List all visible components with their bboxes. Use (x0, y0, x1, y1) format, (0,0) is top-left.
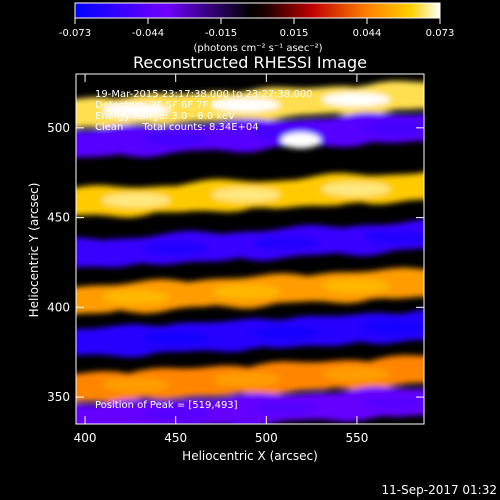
colorbar-tick-label: 0.044 (353, 28, 382, 39)
band-core (142, 241, 210, 256)
x-axis-label: Heliocentric X (arcsec) (182, 449, 318, 463)
annotation-time-range: 19-Mar-2015 23:17:38.000 to 23:27:38.000 (95, 89, 313, 100)
band-core (212, 372, 280, 387)
y-tick-label: 350 (47, 390, 70, 404)
intensity-band (76, 112, 424, 158)
band-core (322, 367, 390, 382)
intensity-bands (76, 80, 424, 424)
y-tick-label: 450 (47, 211, 70, 225)
colorbar-tick-label: 0.015 (280, 28, 309, 39)
colorbar-gradient (74, 2, 441, 19)
intensity-band (76, 219, 424, 268)
band-core (252, 235, 320, 250)
x-tick-label: 550 (345, 431, 368, 445)
annotation-block: 19-Mar-2015 23:17:38.000 to 23:27:38.000… (95, 89, 313, 133)
x-tick-label: 450 (164, 431, 187, 445)
band-core (212, 97, 280, 112)
band-core (322, 182, 390, 197)
x-tick-label: 500 (255, 431, 278, 445)
colorbar-tick-label: -0.073 (59, 28, 91, 39)
chart-title: Reconstructed RHESSI Image (133, 53, 367, 72)
band-core (142, 406, 210, 421)
image-area (76, 74, 424, 424)
band-core (362, 121, 424, 135)
peak-marker (280, 132, 321, 149)
colorbar-ticks: -0.073 -0.044 -0.015 0.015 0.044 0.073 (59, 18, 454, 39)
band-core (102, 103, 170, 118)
band-core (212, 284, 280, 299)
band-core (142, 331, 210, 346)
peak-position-label: Position of Peak = [519,493] (95, 400, 238, 411)
band-core (102, 378, 170, 393)
x-tick-label: 400 (74, 431, 97, 445)
plot-frame (75, 73, 425, 425)
band-core (362, 230, 424, 245)
colorbar-tick-label: -0.044 (132, 28, 164, 39)
x-axis: 400 450 500 550 (74, 74, 368, 445)
annotation-energy-range: Energy Range: 3.0 - 6.0 keV (95, 111, 235, 122)
y-tick-label: 400 (47, 300, 70, 314)
footer-timestamp: 11-Sep-2017 01:32 (382, 483, 497, 497)
colorbar-tick-label: 0.073 (426, 28, 455, 39)
band-core (362, 395, 424, 410)
y-axis-label: Heliocentric Y (arcsec) (27, 183, 41, 318)
band-core (252, 401, 320, 416)
band-core (322, 279, 390, 294)
colorbar-tick-label: -0.015 (205, 28, 237, 39)
band-core (102, 193, 170, 208)
colorbar: -0.073 -0.044 -0.015 0.015 0.044 0.073 (photo… (59, 2, 454, 54)
colorbar-unit-label: (photons cm⁻² s⁻¹ asec⁻²) (193, 43, 322, 54)
band-core (102, 290, 170, 305)
band-core (212, 187, 280, 202)
band-core (142, 132, 210, 146)
intensity-band (76, 309, 424, 358)
band-core (322, 92, 390, 107)
annotation-detectors: Detectors: 3F 5F 6F 7F 8F 9F, Att 0 (95, 100, 269, 111)
y-axis: 350 400 450 500 (47, 121, 424, 404)
band-core (362, 320, 424, 335)
annotation-clean-counts: Clean Total counts: 8.34E+04 (95, 122, 259, 133)
band-core (252, 325, 320, 340)
y-tick-label: 500 (47, 121, 70, 135)
